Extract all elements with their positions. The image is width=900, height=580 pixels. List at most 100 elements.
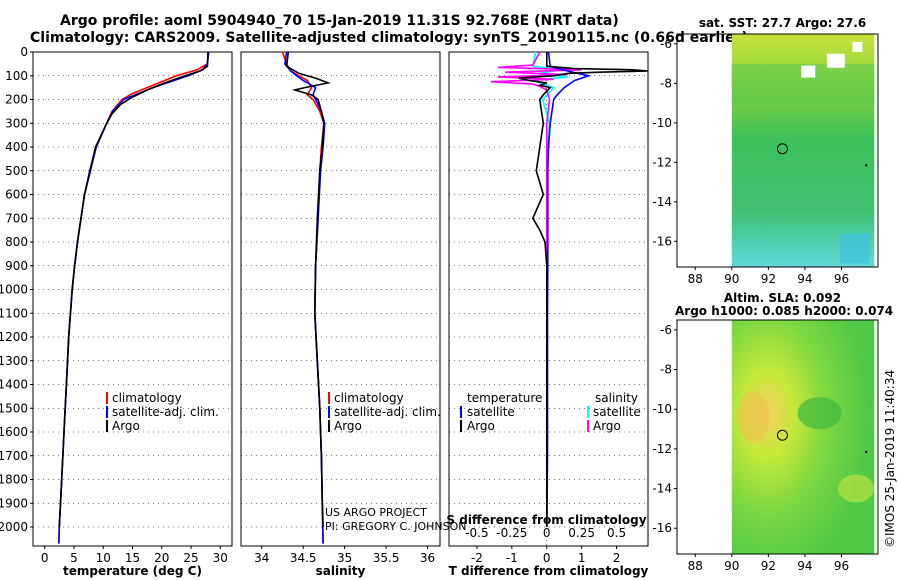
sla-map: 88 90 92 94 96 -6 -8 -10 -12 -14 -16 — [652, 319, 879, 573]
y-tick-label: 1600 — [0, 425, 28, 439]
x-tick-label: 20 — [154, 551, 169, 565]
high-sla-patch — [737, 391, 770, 444]
x-axis-label: T difference from climatology — [449, 564, 649, 578]
y-tick-label: 1000 — [0, 283, 28, 297]
lon-tick-label: 90 — [724, 559, 739, 573]
cloud-mask — [852, 41, 863, 52]
lat-tick-label: -8 — [660, 76, 672, 90]
title-line-1: Argo profile: aoml 5904940_70 15-Jan-201… — [60, 13, 619, 29]
lat-tick-label: -8 — [660, 363, 672, 377]
x-tick-label-salinity: -0.5 — [465, 526, 488, 540]
cloud-mask — [826, 53, 845, 68]
y-tick-label: 900 — [5, 259, 28, 273]
difference-panel: -2 -1 0 1 2-0.5 -0.25 0 0.25 0.5T difference fro… — [446, 51, 649, 578]
series-temperature-satellite — [546, 51, 592, 528]
island-marker — [865, 164, 868, 167]
x-tick-label: 5 — [70, 551, 78, 565]
y-tick-label: 1500 — [0, 401, 28, 415]
lat-tick-label: -10 — [652, 116, 672, 130]
lon-tick-label: 92 — [761, 272, 776, 286]
legend-label: satellite — [467, 405, 515, 419]
sst-map: 88 90 92 94 96 -6 -8 -10 -12 -14 -16 — [652, 33, 879, 286]
x-tick-label: 10 — [96, 551, 111, 565]
x-tick-label: 30 — [213, 551, 228, 565]
sst-map-title: sat. SST: 27.7 Argo: 27.6 — [698, 16, 867, 30]
lat-tick-label: -16 — [652, 521, 672, 535]
lon-tick-label: 90 — [724, 272, 739, 286]
series-argo — [58, 51, 209, 528]
mid-sla-patch — [838, 474, 875, 503]
y-tick-label: 0 — [20, 45, 28, 59]
y-tick-label: 1700 — [0, 449, 28, 463]
lat-tick-label: -16 — [652, 234, 672, 248]
legend-label: Argo — [334, 419, 362, 433]
plot-frame — [240, 51, 441, 547]
series-climatology — [58, 51, 210, 544]
temperature-panel: 0100200300400500600700800900100011001200… — [0, 45, 233, 578]
x-tick-label-salinity: 0.5 — [607, 526, 626, 540]
lon-tick-label: 94 — [797, 559, 812, 573]
legend-label: satellite — [593, 405, 641, 419]
cool-patch — [839, 233, 870, 264]
y-tick-label: 400 — [5, 140, 28, 154]
lon-tick-label: 92 — [761, 559, 776, 573]
x-tick-label: -2 — [471, 551, 483, 565]
lon-tick-label: 96 — [834, 559, 849, 573]
argo-float-marker — [776, 143, 788, 155]
series-satellite-adj--clim- — [284, 51, 326, 544]
series-climatology — [281, 51, 325, 544]
x-tick-label: 2 — [613, 551, 621, 565]
y-tick-label: 1900 — [0, 496, 28, 510]
title-line-2: Climatology: CARS2009. Satellite-adjuste… — [30, 30, 748, 46]
map-frame — [676, 33, 879, 268]
map-frame — [676, 319, 879, 555]
x-tick-label: 36 — [420, 551, 435, 565]
lon-tick-label: 94 — [797, 272, 812, 286]
legend-label: Argo — [467, 419, 495, 433]
series-temperature-argo — [518, 52, 649, 527]
y-tick-label: 700 — [5, 211, 28, 225]
x-tick-label: 0 — [543, 551, 551, 565]
maps-group: 88 90 92 94 96 -6 -8 -10 -12 -14 -16 88 90 92 94 96 -6 -8… — [652, 33, 879, 573]
legend-label: satellite-adj. clim. — [334, 405, 441, 419]
y-tick-label: 300 — [5, 116, 28, 130]
argo-float-marker — [776, 429, 788, 441]
sla-map-title-1: Altim. SLA: 0.092 — [723, 291, 842, 305]
legend-label: Argo — [112, 419, 140, 433]
x-tick-label: 35.5 — [373, 551, 400, 565]
lat-tick-label: -6 — [660, 323, 672, 337]
lat-tick-label: -12 — [652, 155, 672, 169]
cloud-mask — [801, 65, 816, 78]
lat-tick-label: -14 — [652, 195, 672, 209]
legend-label: satellite-adj. clim. — [112, 405, 219, 419]
legend-label: climatology — [334, 391, 404, 405]
low-sla-patch — [797, 397, 842, 430]
lat-tick-label: -14 — [652, 482, 672, 496]
legend-label: climatology — [112, 391, 182, 405]
y-tick-label: 1800 — [0, 473, 28, 487]
lat-tick-label: -10 — [652, 402, 672, 416]
x-tick-label: 1 — [578, 551, 586, 565]
series-satellite-adj--clim- — [58, 51, 210, 544]
lon-tick-label: 96 — [834, 272, 849, 286]
sla-map-title-2: Argo h1000: 0.085 h2000: 0.074 — [675, 304, 894, 318]
salinity-panel: 34 34.5 35 35.5 36 salinity climatologysatelli… — [240, 51, 441, 578]
y-tick-label: 100 — [5, 69, 28, 83]
legend-title-salinity: salinity — [595, 391, 638, 405]
y-tick-label: 500 — [5, 164, 28, 178]
series-argo — [285, 51, 331, 528]
x-tick-label-salinity: 0.25 — [568, 526, 595, 540]
legend-label: Argo — [593, 419, 621, 433]
x-tick-label: 0 — [41, 551, 49, 565]
x-tick-label: 15 — [125, 551, 140, 565]
island-marker — [865, 450, 868, 453]
y-tick-label: 1300 — [0, 354, 28, 368]
legend-title-temperature: temperature — [467, 391, 542, 405]
y-tick-label: 2000 — [0, 520, 28, 534]
x-tick-label-salinity: -0.25 — [496, 526, 527, 540]
x-tick-label: 35 — [337, 551, 352, 565]
x-tick-label: 34.5 — [290, 551, 317, 565]
y-tick-label: 600 — [5, 188, 28, 202]
